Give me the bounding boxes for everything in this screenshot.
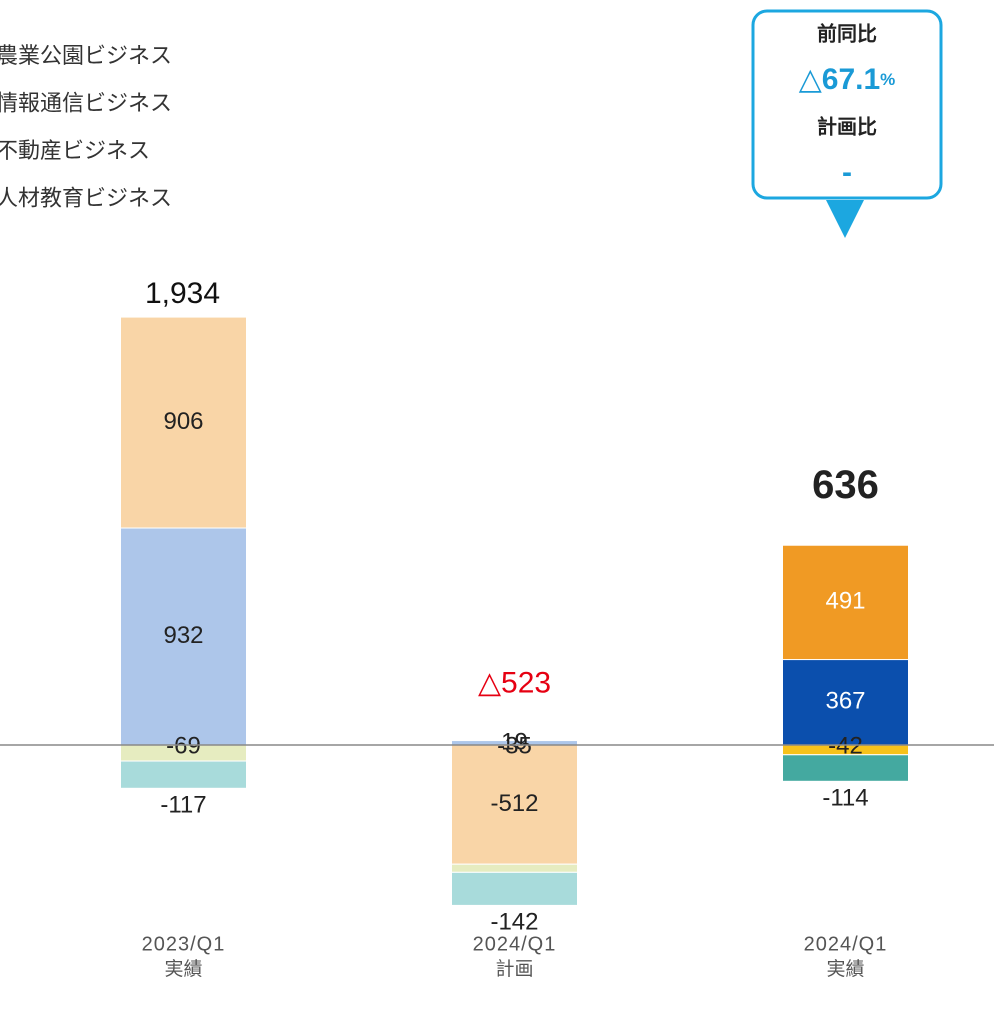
data-label: -42 <box>828 732 863 759</box>
x-tick-sublabel: 計画 <box>495 958 533 980</box>
x-tick-sublabel: 実績 <box>826 958 864 980</box>
bar-segment <box>120 760 247 789</box>
bar-segment <box>782 659 909 746</box>
callout-pointer <box>826 200 864 238</box>
data-label: 906 <box>163 408 203 435</box>
data-label: 367 <box>825 688 865 715</box>
yoy-value: △67.1% <box>799 63 896 96</box>
yoy-title: 前同比 <box>817 21 877 45</box>
bar-segment <box>451 744 578 865</box>
bar-segment <box>120 316 247 529</box>
x-tick-sublabel: 実績 <box>164 958 202 980</box>
yoy-number: △67.1 <box>799 63 880 96</box>
data-label: -35 <box>497 732 532 759</box>
bar-segment <box>782 544 909 661</box>
data-label: -512 <box>490 790 538 817</box>
data-label: -142 <box>490 909 538 936</box>
total-label: 636 <box>812 463 879 507</box>
plan-title: 計画比 <box>817 114 877 138</box>
legend-label: 不動産ビジネス <box>0 138 150 163</box>
legend-label: 人材教育ビジネス <box>0 185 172 210</box>
x-tick-label: 2023/Q1 <box>142 933 226 955</box>
callout-box <box>751 9 943 200</box>
legend-label: 農業公園ビジネス <box>0 43 172 68</box>
data-label: 932 <box>163 622 203 649</box>
plan-value: - <box>842 156 852 189</box>
total-label: △523 <box>478 666 551 699</box>
bar-segment <box>782 754 909 782</box>
bar-segment <box>451 871 578 906</box>
x-tick-label: 2024/Q1 <box>804 933 888 955</box>
data-label: -114 <box>822 785 868 812</box>
data-label: -69 <box>166 732 201 759</box>
x-tick-label: 2024/Q1 <box>473 933 557 955</box>
data-label: 491 <box>825 588 865 615</box>
data-label: -117 <box>160 792 206 819</box>
callout: 前同比 △67.1% 計画比 - <box>751 9 943 238</box>
data-label: 19 <box>501 728 528 755</box>
bar-segment <box>451 863 578 873</box>
bar-segment <box>120 527 247 746</box>
total-label: 1,934 <box>145 277 220 310</box>
yoy-unit: % <box>880 70 895 89</box>
legend-label: 情報通信ビジネス <box>0 90 172 115</box>
